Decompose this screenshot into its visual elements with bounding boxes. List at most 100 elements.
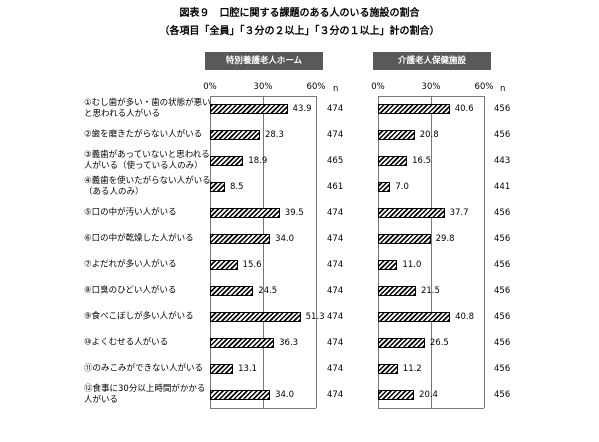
value-label: 28.3 xyxy=(264,129,284,140)
grid-line xyxy=(484,96,485,408)
value-label: 39.5 xyxy=(284,207,304,218)
value-label: 11.2 xyxy=(402,363,422,374)
category-label: ②歯を磨きたがらない人がいる xyxy=(84,129,203,140)
frame-bottom xyxy=(210,408,316,409)
value-label: 40.8 xyxy=(455,311,475,322)
value-label: 34.0 xyxy=(275,389,294,400)
n-value: 474 xyxy=(327,129,344,140)
bar xyxy=(378,156,408,166)
n-value: 465 xyxy=(327,155,344,166)
value-label: 43.9 xyxy=(292,103,312,114)
n-value: 461 xyxy=(327,181,344,192)
x-tick-label: 30% xyxy=(253,82,273,92)
chart-subtitle: （各項目「全員」「３分の２以上」「３分の１以上」計の割合） xyxy=(159,26,440,37)
value-label: 18.9 xyxy=(248,155,268,166)
panel-header: 介護老人保健施設 xyxy=(373,52,491,70)
n-value: 456 xyxy=(494,311,511,322)
value-label: 11.0 xyxy=(402,259,422,270)
value-label: 15.6 xyxy=(242,259,262,270)
category-label: ⑫食事に30分以上時間がかかる 人がいる xyxy=(84,384,206,405)
category-label: ④義歯を使いたがらない人がいる （ある人のみ） xyxy=(84,176,211,197)
value-label: 16.5 xyxy=(412,155,432,166)
bar xyxy=(210,104,288,114)
x-tick-label: 60% xyxy=(306,82,326,92)
value-label: 37.7 xyxy=(449,207,469,218)
value-label: 7.0 xyxy=(395,181,409,192)
bar xyxy=(210,208,280,218)
value-label: 51.3 xyxy=(305,311,325,322)
n-value: 456 xyxy=(494,337,511,348)
n-header: n xyxy=(500,84,506,94)
bar xyxy=(210,234,271,244)
value-label: 20.4 xyxy=(419,389,438,400)
bar xyxy=(378,390,415,400)
bar xyxy=(378,338,425,348)
value-label: 20.8 xyxy=(419,129,439,140)
n-value: 456 xyxy=(494,103,511,114)
value-label: 36.3 xyxy=(279,337,299,348)
frame-bottom xyxy=(378,408,484,409)
n-value: 456 xyxy=(494,363,511,374)
n-value: 456 xyxy=(494,285,511,296)
n-value: 474 xyxy=(327,233,344,244)
n-value: 443 xyxy=(494,155,511,166)
n-value: 441 xyxy=(494,181,511,192)
bar xyxy=(378,286,416,296)
x-tick-label: 0% xyxy=(203,82,217,92)
panel-header: 特別養護老人ホーム xyxy=(205,52,323,70)
bar xyxy=(378,104,450,114)
x-tick-label: 30% xyxy=(421,82,441,92)
bar xyxy=(210,390,271,400)
value-label: 24.5 xyxy=(258,285,278,296)
bar xyxy=(378,182,391,192)
bar xyxy=(378,312,451,322)
value-label: 26.5 xyxy=(429,337,449,348)
n-value: 474 xyxy=(327,285,344,296)
grid-line xyxy=(263,96,264,408)
bar xyxy=(378,260,398,270)
category-label: ⑩よくむせる人がいる xyxy=(84,337,169,348)
chart-title: 図表９ 口腔に関する課題のある人のいる施設の割合 xyxy=(179,8,420,19)
n-value: 456 xyxy=(494,259,511,270)
n-value: 474 xyxy=(327,337,344,348)
grid-line xyxy=(431,96,432,408)
category-label: ⑥口の中が乾燥した人がいる xyxy=(84,233,194,244)
bar xyxy=(210,130,260,140)
bar xyxy=(210,182,226,192)
n-value: 456 xyxy=(494,207,511,218)
bar xyxy=(378,234,431,244)
n-value: 456 xyxy=(494,233,511,244)
n-value: 474 xyxy=(327,389,344,400)
n-header: n xyxy=(333,84,339,94)
category-label: ⑦よだれが多い人がいる xyxy=(84,259,177,270)
value-label: 40.6 xyxy=(454,103,474,114)
category-label: ③義歯があっていないと思われる 人がいる（使っている人のみ） xyxy=(84,150,210,171)
x-tick-label: 60% xyxy=(474,82,494,92)
n-value: 456 xyxy=(494,129,511,140)
bar xyxy=(378,364,398,374)
bar xyxy=(378,208,445,218)
grid-line xyxy=(210,96,211,408)
bar xyxy=(210,338,275,348)
category-label: ⑤口の中が汚い人がいる xyxy=(84,207,177,218)
bar xyxy=(210,156,244,166)
grid-line xyxy=(316,96,317,408)
category-label: ⑧口臭のひどい人がいる xyxy=(84,285,177,296)
bar xyxy=(210,364,234,374)
bar xyxy=(210,260,238,270)
value-label: 29.8 xyxy=(435,233,455,244)
value-label: 21.5 xyxy=(420,285,440,296)
n-value: 474 xyxy=(327,363,344,374)
bar xyxy=(210,286,254,296)
bar xyxy=(210,312,301,322)
value-label: 13.1 xyxy=(238,363,258,374)
category-label: ⑪のみこみができない人がいる xyxy=(84,363,204,374)
n-value: 474 xyxy=(327,259,344,270)
x-tick-label: 0% xyxy=(371,82,385,92)
n-value: 456 xyxy=(494,389,511,400)
category-label: ①むし歯が多い・歯の状態が悪い と思われる人がいる xyxy=(84,98,211,119)
category-label: ⑨食べこぼしが多い人がいる xyxy=(84,311,194,322)
value-label: 8.5 xyxy=(230,181,244,192)
n-value: 474 xyxy=(327,103,344,114)
